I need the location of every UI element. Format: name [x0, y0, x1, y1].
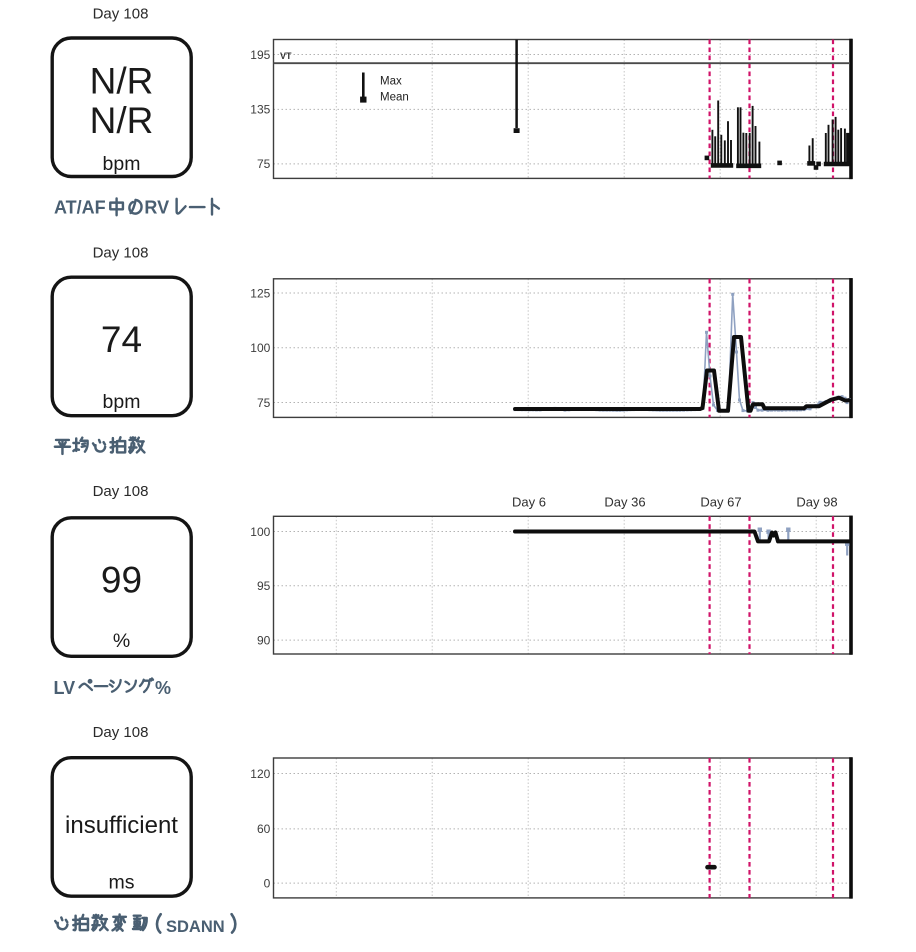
svg-text:90: 90	[257, 633, 271, 647]
svg-text:%: %	[155, 678, 171, 698]
svg-text:Day 108: Day 108	[93, 483, 149, 500]
svg-text:Day 108: Day 108	[93, 724, 149, 741]
svg-text:74: 74	[101, 319, 142, 360]
svg-text:99: 99	[101, 559, 142, 600]
svg-text:Day 67: Day 67	[700, 495, 741, 510]
svg-text:SDANN: SDANN	[166, 918, 225, 936]
svg-text:N/R: N/R	[90, 100, 154, 141]
svg-text:VT: VT	[280, 51, 292, 61]
svg-text:195: 195	[250, 48, 270, 62]
svg-text:Day 98: Day 98	[796, 495, 837, 510]
svg-text:60: 60	[257, 822, 271, 836]
svg-text:75: 75	[257, 396, 271, 410]
svg-text:75: 75	[257, 157, 271, 171]
svg-text:95: 95	[257, 579, 271, 593]
svg-text:0: 0	[264, 876, 271, 890]
svg-text:RV: RV	[144, 198, 169, 218]
svg-text:Day 108: Day 108	[93, 244, 149, 261]
svg-text:ms: ms	[109, 872, 135, 894]
svg-text:100: 100	[250, 341, 270, 355]
svg-text:insufficient: insufficient	[65, 812, 178, 839]
svg-text:bpm: bpm	[103, 153, 141, 175]
svg-text:Mean: Mean	[380, 92, 409, 104]
svg-text:N/R: N/R	[90, 61, 154, 102]
svg-text:Day 108: Day 108	[93, 5, 149, 22]
svg-text:100: 100	[250, 525, 270, 539]
svg-text:AT/AF: AT/AF	[54, 198, 106, 218]
svg-text:135: 135	[250, 103, 270, 117]
svg-text:%: %	[113, 630, 130, 652]
svg-text:125: 125	[250, 286, 270, 300]
svg-text:120: 120	[250, 767, 270, 781]
svg-text:LV: LV	[54, 678, 76, 698]
svg-text:Day 6: Day 6	[512, 495, 546, 510]
svg-text:bpm: bpm	[103, 391, 141, 413]
svg-text:Day 36: Day 36	[604, 495, 645, 510]
svg-text:Max: Max	[380, 76, 402, 88]
